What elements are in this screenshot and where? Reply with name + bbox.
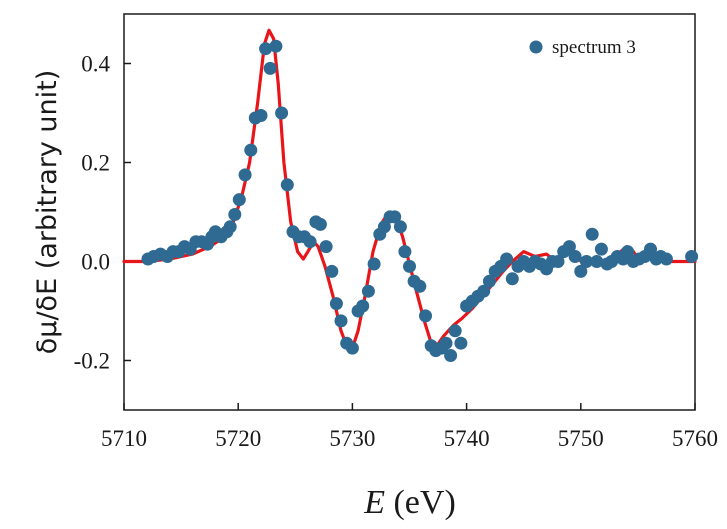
fit-curve-layer — [122, 28, 697, 350]
x-tick-label: 5710 — [101, 426, 147, 451]
data-point — [329, 297, 343, 311]
fit-curve — [122, 28, 697, 350]
data-point — [275, 106, 289, 120]
data-point — [580, 255, 593, 268]
x-axis-title: E (eV) — [363, 484, 456, 521]
x-axis-ticks: 5710 5720 5730 5740 5750 5760 — [101, 403, 718, 451]
data-point — [280, 178, 294, 192]
data-point — [398, 245, 412, 259]
legend: spectrum 3 — [529, 37, 636, 58]
y-tick-label: 0.0 — [81, 250, 110, 275]
data-point — [685, 250, 699, 263]
data-point — [334, 314, 348, 328]
y-axis-title: δμ/δE (arbitrary unit) — [32, 70, 63, 355]
data-point — [238, 168, 252, 182]
data-point — [403, 259, 416, 273]
x-tick-label: 5750 — [558, 426, 604, 451]
y-tick-label: 0.4 — [81, 52, 110, 77]
legend-label: spectrum 3 — [552, 37, 636, 58]
x-tick-label: 5760 — [672, 426, 718, 451]
data-point — [377, 220, 391, 234]
data-points-layer — [141, 39, 699, 362]
data-point — [444, 349, 458, 362]
data-point — [419, 309, 432, 323]
data-point — [223, 220, 237, 234]
data-point — [254, 109, 268, 122]
x-axis-variable: E — [363, 484, 385, 521]
data-point — [574, 264, 588, 278]
data-point — [448, 324, 462, 338]
data-point — [367, 257, 381, 271]
data-point — [413, 279, 427, 293]
data-point — [269, 39, 283, 53]
x-axis-unit: (eV) — [385, 484, 456, 521]
data-point — [361, 284, 375, 298]
y-tick-label: -0.2 — [74, 349, 110, 374]
data-point — [393, 220, 407, 234]
data-point — [345, 341, 359, 355]
y-axis-ticks: -0.2 0.0 0.2 0.4 — [74, 52, 131, 374]
legend-marker — [529, 40, 543, 54]
data-point — [621, 245, 635, 259]
x-tick-label: 5730 — [329, 426, 375, 451]
plot-frame — [123, 13, 696, 411]
data-point — [325, 264, 339, 278]
data-point — [551, 255, 565, 268]
data-point — [228, 208, 242, 221]
data-point — [232, 193, 246, 207]
data-point — [388, 210, 402, 224]
data-point — [585, 227, 599, 241]
data-point — [356, 299, 370, 313]
data-point — [319, 240, 333, 254]
data-point — [263, 61, 277, 75]
data-point — [562, 240, 576, 254]
data-point — [568, 250, 582, 263]
data-point — [500, 252, 514, 266]
data-point — [439, 336, 453, 350]
data-point — [644, 242, 657, 256]
data-point — [303, 235, 317, 249]
data-point — [477, 284, 491, 298]
data-point — [313, 217, 327, 231]
x-tick-label: 5720 — [215, 426, 261, 451]
x-tick-label: 5740 — [444, 426, 490, 451]
data-point — [590, 255, 604, 268]
y-tick-label: 0.2 — [81, 151, 110, 176]
data-point — [244, 143, 258, 157]
data-point — [259, 42, 273, 56]
data-point — [659, 252, 673, 266]
data-point — [454, 336, 468, 350]
data-point — [482, 274, 496, 288]
data-point — [505, 272, 519, 286]
data-point — [594, 242, 608, 256]
